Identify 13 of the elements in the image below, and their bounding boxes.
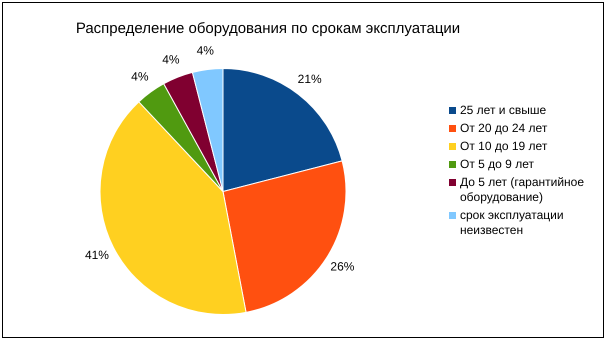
data-label: 4% bbox=[196, 43, 214, 58]
legend-label: срок эксплуатации неизвестен bbox=[460, 208, 565, 238]
chart-title: Распределение оборудования по срокам эксплуатации bbox=[74, 20, 462, 37]
legend-label: 25 лет и свыше bbox=[460, 103, 546, 118]
legend-label: От 20 до 24 лет bbox=[460, 121, 548, 136]
legend-label: До 5 лет (гарантийное оборудование) bbox=[460, 175, 586, 205]
legend-label: От 5 до 9 лет bbox=[460, 157, 534, 172]
legend-label: От 10 до 19 лет bbox=[460, 139, 548, 154]
data-label: 4% bbox=[131, 69, 149, 84]
data-label: 21% bbox=[298, 72, 322, 86]
data-label: 26% bbox=[330, 260, 355, 274]
data-label: 4% bbox=[162, 52, 180, 66]
data-label: 41% bbox=[84, 248, 110, 262]
